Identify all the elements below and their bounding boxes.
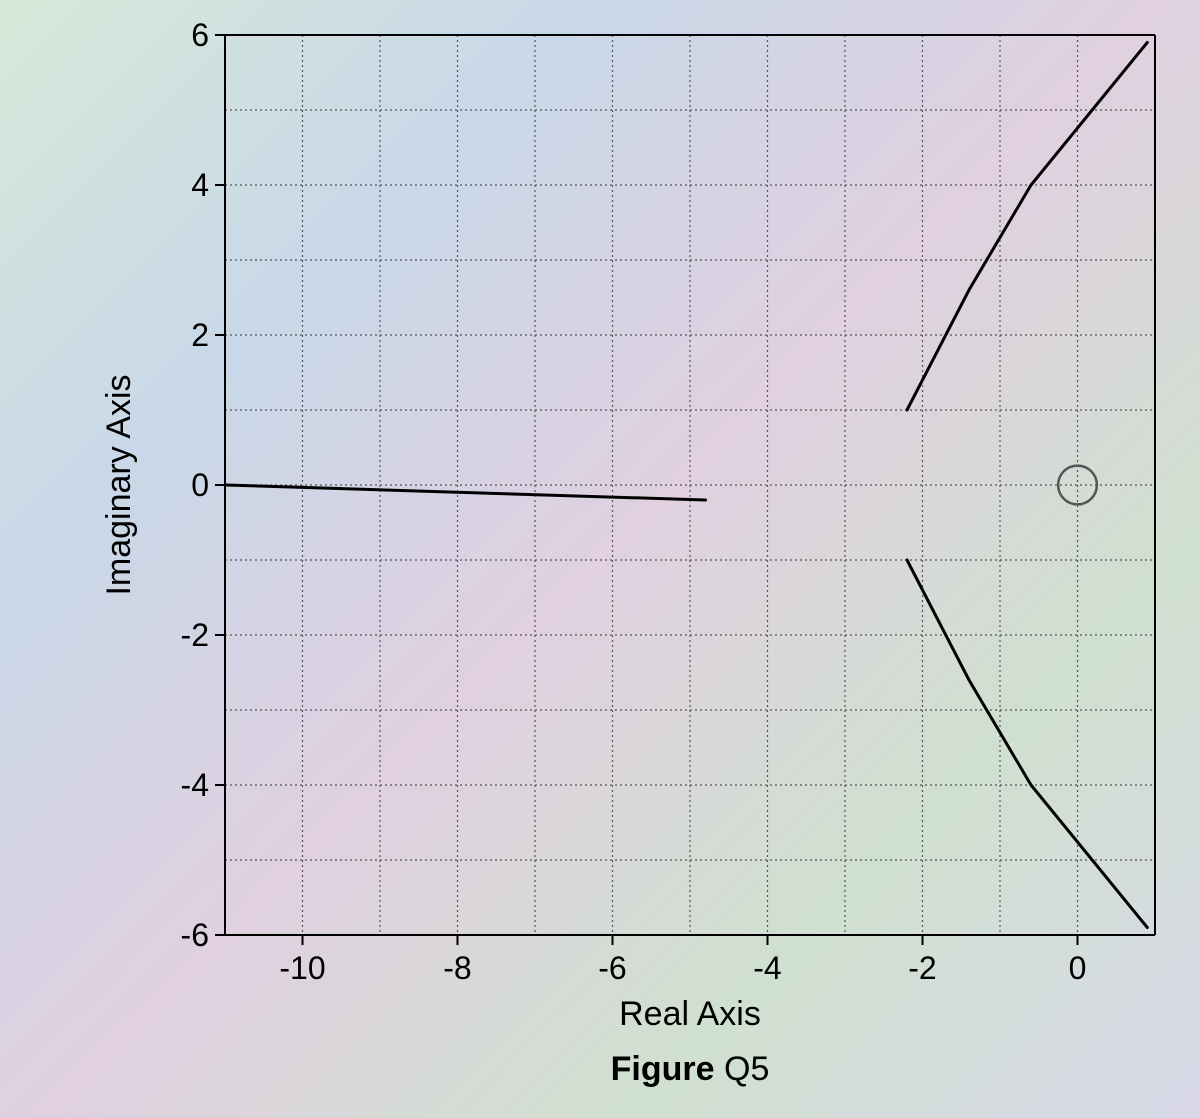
x-axis-label: Real Axis: [619, 995, 761, 1033]
figure-caption-id: Q5: [715, 1050, 770, 1088]
lower-branch: [907, 560, 1147, 928]
x-tick-label: -10: [279, 950, 325, 986]
upper-branch: [907, 43, 1147, 411]
y-tick-label: 4: [191, 167, 209, 203]
x-tick-label: 0: [1069, 950, 1087, 986]
y-tick-label: -2: [181, 617, 209, 653]
y-axis-label: Imaginary Axis: [100, 374, 138, 595]
figure-caption-prefix: Figure: [611, 1050, 715, 1088]
y-tick-label: -6: [181, 917, 209, 953]
real-axis-branch: [225, 485, 706, 500]
y-tick-label: 6: [191, 17, 209, 53]
y-tick-label: -4: [181, 767, 209, 803]
x-tick-label: -8: [443, 950, 471, 986]
x-tick-label: -6: [598, 950, 626, 986]
y-tick-label: 0: [191, 467, 209, 503]
x-tick-label: -2: [908, 950, 936, 986]
y-tick-label: 2: [191, 317, 209, 353]
figure-caption: Figure Q5: [611, 1050, 770, 1088]
x-tick-label: -4: [753, 950, 781, 986]
root-locus-plot: -10 -8 -6 -4 -2 0 -6 -4 -2 0 2 4 6 Real Axis Imaginary…: [0, 0, 1200, 1118]
